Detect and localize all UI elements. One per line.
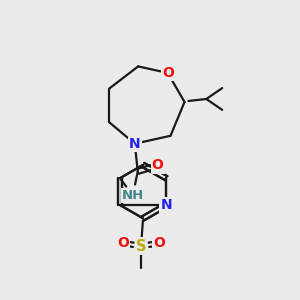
Text: O: O [117,236,129,250]
Text: N: N [160,198,172,212]
Text: N: N [129,137,141,151]
Text: S: S [136,238,146,253]
Text: O: O [162,66,174,80]
Text: O: O [153,236,165,250]
Text: NH: NH [122,189,144,202]
Text: O: O [152,158,164,172]
